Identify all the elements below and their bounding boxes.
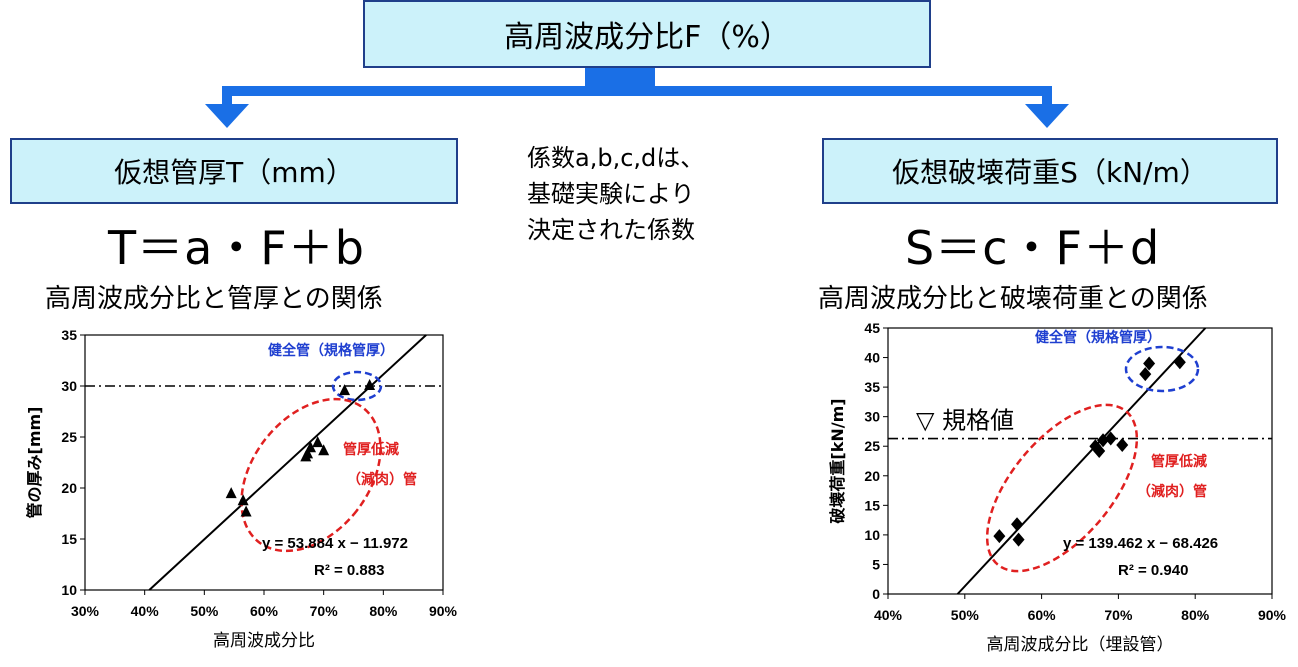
right-caption: 高周波成分比と破壊荷重との関係 xyxy=(818,284,1208,314)
y-axis-title: 破壊荷重[kN/m] xyxy=(828,398,847,523)
center-note-line-1: 係数a,b,c,dは、 xyxy=(527,144,705,172)
trendline-equation: y = 53.884 x − 11.972 xyxy=(262,535,408,552)
x-tick-label: 80% xyxy=(1181,607,1210,623)
data-point-diamond xyxy=(1173,355,1186,370)
center-note-line-3: 決定された係数 xyxy=(527,216,695,244)
x-tick-label: 40% xyxy=(874,607,903,623)
data-point-diamond xyxy=(993,529,1006,544)
y-tick-label: 35 xyxy=(61,327,77,343)
data-point-diamond xyxy=(1011,517,1024,532)
left-caption: 高周波成分比と管厚との関係 xyxy=(45,284,383,314)
y-tick-label: 10 xyxy=(864,527,880,543)
data-point-diamond xyxy=(1093,443,1106,458)
right-box: 仮想破壊荷重S（kN/m） xyxy=(822,138,1278,204)
thinned-pipe-label-2: （減肉）管 xyxy=(347,471,417,488)
thinned-pipe-ellipse xyxy=(240,397,382,553)
top-box-label: 高周波成分比F（%） xyxy=(504,20,790,55)
left-arrow-shaft xyxy=(222,86,232,106)
y-tick-label: 25 xyxy=(864,438,880,454)
data-point-triangle xyxy=(305,441,317,453)
y-tick-label: 35 xyxy=(864,379,880,395)
y-tick-label: 25 xyxy=(61,429,77,445)
x-axis-title: 高周波成分比（埋設管） xyxy=(987,635,1174,654)
x-tick-label: 90% xyxy=(1258,607,1287,623)
y-tick-label: 20 xyxy=(864,468,880,484)
data-point-triangle xyxy=(318,444,330,456)
left-box: 仮想管厚T（mm） xyxy=(10,138,458,204)
data-point-triangle xyxy=(312,436,324,448)
x-axis-title: 高周波成分比 xyxy=(213,631,315,650)
data-point-diamond xyxy=(1097,433,1110,448)
data-point-diamond xyxy=(1139,367,1152,382)
y-tick-label: 30 xyxy=(61,378,77,394)
y-tick-label: 20 xyxy=(61,480,77,496)
reference-line-label: ▽ 規格値 xyxy=(916,407,1014,435)
data-point-diamond xyxy=(1104,431,1117,446)
data-point-triangle xyxy=(302,447,314,459)
plot-frame xyxy=(887,327,1273,595)
y-tick-label: 10 xyxy=(61,582,77,598)
y-tick-label: 5 xyxy=(872,556,880,572)
data-point-triangle xyxy=(240,505,252,517)
x-tick-label: 50% xyxy=(951,607,980,623)
x-tick-label: 70% xyxy=(310,603,339,619)
y-tick-label: 30 xyxy=(864,409,880,425)
plot-frame xyxy=(84,334,444,591)
data-point-triangle xyxy=(237,494,249,506)
x-tick-label: 90% xyxy=(429,603,458,619)
thinned-pipe-ellipse xyxy=(985,403,1139,573)
right-arrow-shaft xyxy=(1042,86,1052,106)
healthy-pipe-ellipse xyxy=(1124,345,1200,393)
trendline xyxy=(148,334,427,591)
right-arrowhead xyxy=(1025,104,1069,128)
trendline-equation: y = 139.462 x − 68.426 xyxy=(1063,535,1218,552)
x-tick-label: 80% xyxy=(369,603,398,619)
data-point-triangle xyxy=(339,384,351,396)
left-formula: T＝a・F＋b xyxy=(108,221,365,275)
y-tick-label: 15 xyxy=(864,497,880,513)
top-box: 高周波成分比F（%） xyxy=(363,0,931,68)
healthy-pipe-ellipse xyxy=(331,370,383,402)
center-note: 係数a,b,c,dは、 基礎実験により 決定された係数 xyxy=(527,140,704,248)
y-tick-label: 15 xyxy=(61,531,77,547)
data-point-diamond xyxy=(1143,356,1156,371)
left-arrowhead xyxy=(205,104,249,128)
x-tick-label: 70% xyxy=(1104,607,1133,623)
trendline xyxy=(956,327,1207,595)
x-tick-label: 60% xyxy=(250,603,279,619)
r-squared: R² = 0.940 xyxy=(1118,562,1188,579)
center-note-line-2: 基礎実験により xyxy=(527,180,695,208)
y-tick-label: 45 xyxy=(864,320,880,336)
left-box-label: 仮想管厚T（mm） xyxy=(114,156,354,189)
y-tick-label: 40 xyxy=(864,350,880,366)
thinned-pipe-label-1: 管厚低減 xyxy=(1151,453,1207,470)
connector-bar xyxy=(222,86,1052,96)
x-tick-label: 40% xyxy=(131,603,160,619)
data-point-diamond xyxy=(1116,438,1129,453)
y-tick-label: 0 xyxy=(872,586,880,602)
thinned-pipe-label-2: （減肉）管 xyxy=(1137,483,1207,500)
healthy-pipe-label: 健全管（規格管厚） xyxy=(268,342,394,359)
x-tick-label: 50% xyxy=(190,603,219,619)
healthy-pipe-label: 健全管（規格管厚） xyxy=(1035,329,1161,346)
r-squared: R² = 0.883 xyxy=(314,562,384,579)
right-box-label: 仮想破壊荷重S（kN/m） xyxy=(892,156,1208,189)
data-point-triangle xyxy=(225,487,237,499)
data-point-diamond xyxy=(1012,532,1025,547)
data-point-triangle xyxy=(364,378,376,390)
thinned-pipe-label-1: 管厚低減 xyxy=(343,441,399,458)
x-tick-label: 30% xyxy=(71,603,100,619)
y-axis-title: 管の厚み[mm] xyxy=(25,407,44,519)
x-tick-label: 60% xyxy=(1028,607,1057,623)
right-formula: S＝c・F＋d xyxy=(905,221,1161,275)
